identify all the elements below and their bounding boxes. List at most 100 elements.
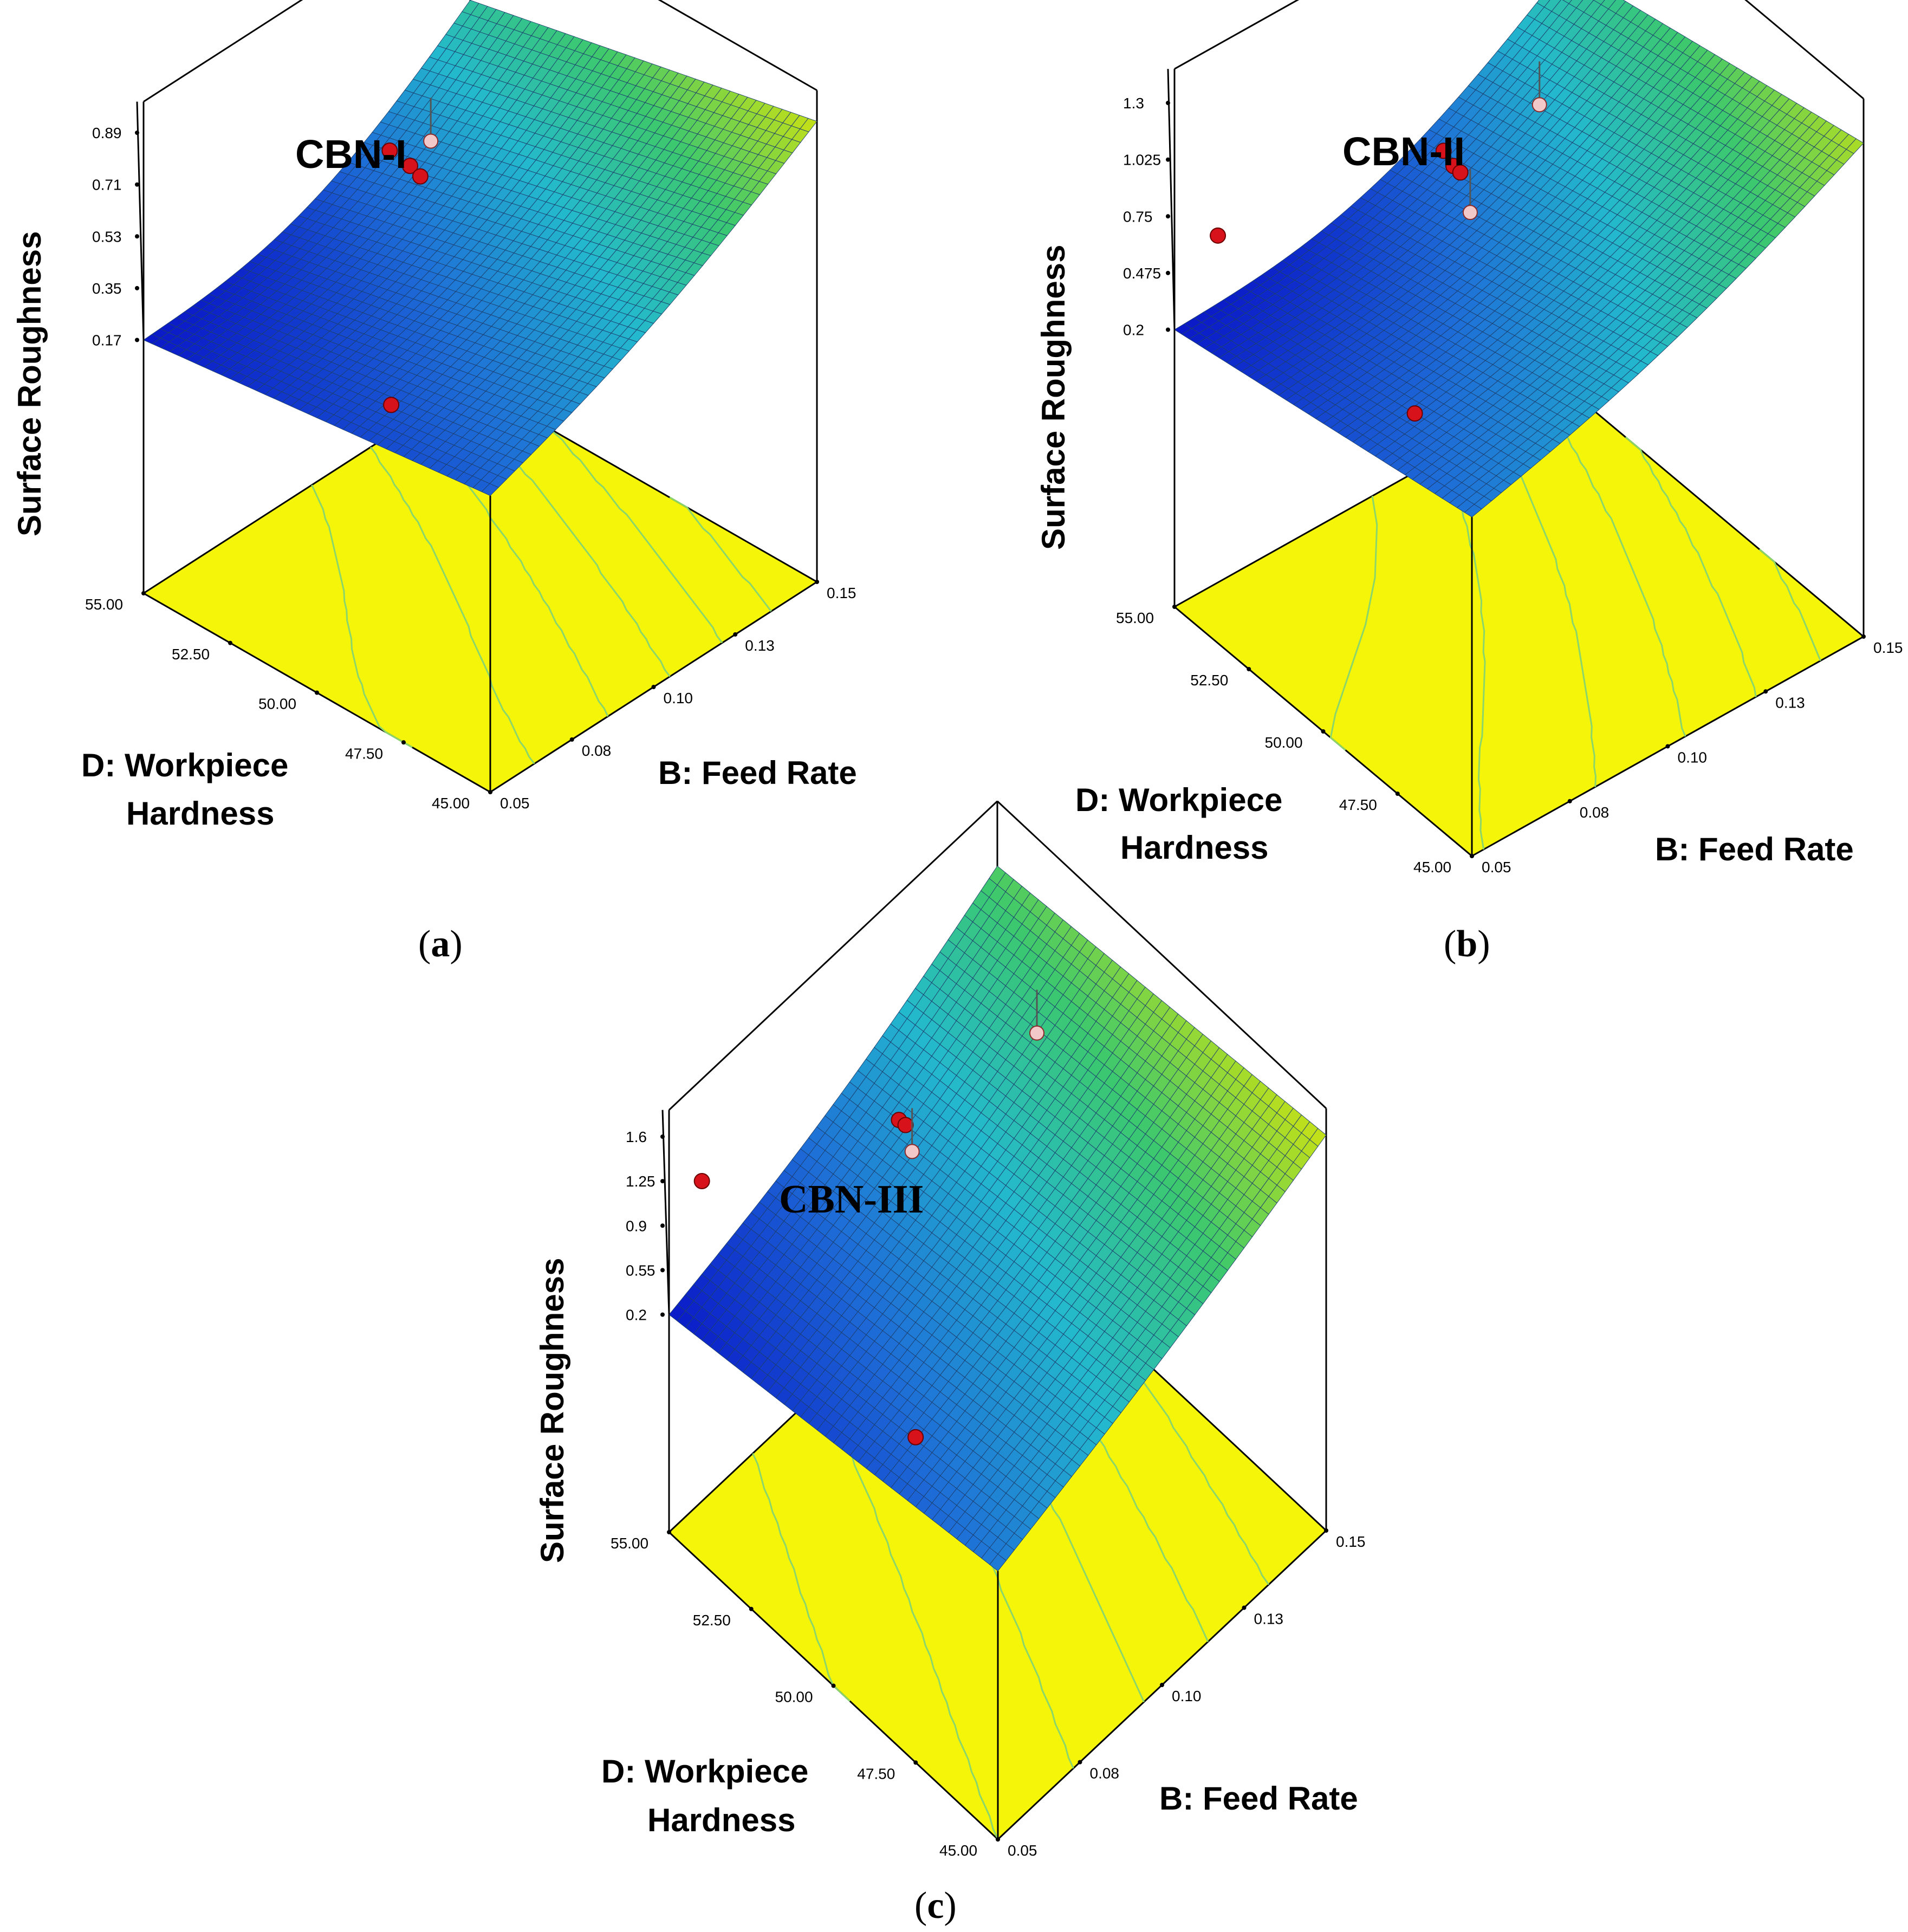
design-point-above-surface: [381, 142, 398, 159]
y-tick-label: 52.50: [693, 1612, 731, 1629]
panel-a-surface-plot: 0.050.080.100.130.1545.0047.5050.0052.50…: [11, 0, 857, 832]
x-tick-label: 0.10: [1172, 1688, 1202, 1704]
y-tick-mark: [1172, 605, 1177, 609]
y-tick-label: 55.00: [611, 1535, 648, 1552]
z-tick-label: 1.025: [1123, 152, 1161, 168]
z-tick-label: 0.17: [92, 332, 122, 349]
z-tick-label: 1.25: [626, 1173, 656, 1190]
panel-c-y-axis-label-line1: D: Workpiece: [601, 1753, 808, 1790]
x-tick-mark: [1567, 799, 1572, 803]
y-tick-label: 45.00: [432, 795, 470, 812]
floor-contour-line: [539, 422, 723, 644]
caption-c: (c): [914, 1885, 957, 1927]
design-point-above-surface: [412, 168, 429, 185]
y-tick-mark: [749, 1606, 754, 1611]
floor-contour-line: [1497, 425, 1597, 787]
z-axis-line: [1167, 69, 1176, 330]
x-tick-label: 0.10: [1678, 749, 1708, 766]
x-tick-mark: [1242, 1605, 1247, 1610]
z-tick-label: 0.55: [626, 1262, 656, 1279]
panel-a-x-axis-label: B: Feed Rate: [658, 755, 857, 791]
design-point-below-surface: [1029, 1025, 1045, 1041]
y-tick-mark: [1247, 667, 1251, 671]
y-tick-mark: [315, 690, 319, 695]
y-tick-label: 50.00: [775, 1689, 813, 1706]
panel-b-surface-plot: 0.050.080.100.130.1545.0047.5050.0052.50…: [1035, 0, 1903, 876]
y-tick-mark: [488, 790, 492, 794]
floor-contour-line: [1442, 456, 1486, 850]
z-tick-label: 0.2: [626, 1307, 647, 1324]
z-axis-line: [661, 1110, 670, 1315]
z-tick-label: 0.53: [92, 228, 122, 245]
box-edge-top-lb: [143, 0, 303, 102]
axis-ticks: 0.050.080.100.130.1545.0047.5050.0052.50…: [85, 125, 856, 812]
panel-a-y-axis-label-line1: D: Workpiece: [81, 747, 288, 783]
y-tick-mark: [228, 640, 232, 645]
z-tick-label: 0.71: [92, 177, 122, 193]
panel-b-x-axis-label: B: Feed Rate: [1655, 831, 1854, 867]
y-tick-mark: [1470, 854, 1474, 858]
x-tick-mark: [1861, 634, 1866, 639]
panel-a-title: CBN-I: [295, 132, 407, 177]
x-tick-label: 0.15: [1336, 1533, 1366, 1550]
z-tick-label: 1.3: [1123, 95, 1144, 112]
z-tick-label: 0.2: [1123, 322, 1144, 339]
y-tick-label: 55.00: [85, 596, 123, 613]
y-tick-label: 50.00: [258, 696, 296, 712]
z-tick-mark: [135, 338, 139, 342]
x-tick-label: 0.05: [1008, 1842, 1037, 1859]
panel-c-surface-plot: 0.050.080.100.130.1545.0047.5050.0052.50…: [534, 800, 1366, 1859]
y-tick-mark: [401, 740, 406, 745]
panel-c-title: CBN-III: [779, 1177, 924, 1222]
floor-contour-line: [369, 446, 535, 764]
response-surface: [1174, 0, 1864, 517]
y-tick-mark: [141, 591, 146, 595]
x-tick-label: 0.13: [745, 637, 775, 654]
x-tick-label: 0.08: [582, 742, 612, 759]
panel-c-y-axis-label-line2: Hardness: [647, 1802, 795, 1838]
z-tick-mark: [1166, 214, 1170, 219]
x-tick-label: 0.08: [1580, 804, 1610, 821]
design-point-below-surface: [1531, 97, 1547, 113]
x-tick-label: 0.05: [500, 795, 530, 812]
x-tick-mark: [651, 685, 656, 689]
contour-floor: [1173, 386, 1865, 857]
floor-contour-line: [311, 484, 413, 748]
z-tick-mark: [135, 234, 139, 239]
design-point-above-surface: [1210, 227, 1226, 244]
floor-contour-line: [1544, 399, 1686, 737]
design-points: [381, 98, 439, 413]
design-point-above-surface: [693, 1172, 710, 1189]
y-tick-label: 47.50: [857, 1765, 895, 1782]
z-tick-label: 0.9: [626, 1217, 647, 1234]
panel-b-title: CBN-II: [1342, 129, 1465, 174]
z-tick-mark: [135, 131, 139, 135]
design-point-below-surface: [423, 133, 439, 149]
caption-b: (b): [1444, 923, 1490, 965]
x-tick-label: 0.15: [827, 585, 856, 601]
caption-b-letter: b: [1456, 923, 1477, 965]
surface-cell: [481, 483, 499, 496]
y-tick-label: 45.00: [1413, 859, 1451, 876]
y-tick-label: 50.00: [1265, 734, 1303, 751]
panel-a-z-axis-label: Surface Roughness: [11, 231, 48, 536]
caption-c-letter: c: [927, 1885, 944, 1927]
x-tick-label: 0.05: [1482, 859, 1511, 876]
z-tick-mark: [135, 182, 139, 187]
y-tick-label: 45.00: [939, 1842, 977, 1859]
design-point-above-surface: [897, 1117, 914, 1133]
panel-c-z-axis-label: Surface Roughness: [534, 1258, 570, 1563]
response-surface: [143, 0, 817, 496]
y-tick-label: 52.50: [1190, 672, 1228, 689]
z-tick-mark: [660, 1268, 665, 1273]
design-point-below-surface: [1462, 205, 1478, 221]
x-tick-mark: [1665, 744, 1670, 749]
z-tick-label: 0.35: [92, 280, 122, 297]
caption-a-letter: a: [431, 923, 450, 965]
y-tick-mark: [1321, 729, 1326, 734]
contour-floor: [142, 382, 819, 793]
z-tick-mark: [1166, 327, 1170, 332]
x-tick-mark: [1160, 1683, 1164, 1687]
y-tick-mark: [667, 1530, 671, 1534]
panel-b-z-axis-label: Surface Roughness: [1035, 245, 1072, 550]
